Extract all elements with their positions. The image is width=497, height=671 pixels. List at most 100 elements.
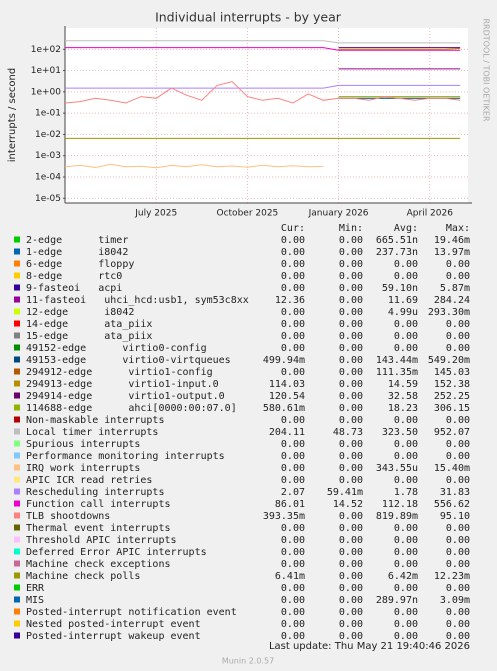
legend-stat: 293.30m bbox=[428, 307, 470, 318]
legend-stat: 323.50 bbox=[382, 427, 418, 438]
y-tick-label: 1e+01 bbox=[31, 66, 61, 76]
legend-stat: 0.00 bbox=[446, 271, 470, 282]
legend-swatch bbox=[14, 320, 20, 327]
legend-swatch bbox=[14, 392, 20, 399]
legend-stat: 0.00 bbox=[446, 475, 470, 486]
legend-stat: 0.00 bbox=[446, 535, 470, 546]
legend-stat: 0.00 bbox=[281, 451, 305, 462]
legend-entry: Nested posted-interrupt event bbox=[26, 619, 201, 630]
y-tick-label: 1e-04 bbox=[35, 172, 61, 182]
legend-stat: 0.00 bbox=[394, 607, 418, 618]
legend-stat: 48.73 bbox=[333, 427, 363, 438]
legend-stat: 819.89m bbox=[376, 511, 418, 522]
legend-stat: 0.00 bbox=[339, 595, 363, 606]
legend-stat: 0.00 bbox=[339, 271, 363, 282]
legend-stat: 6.41m bbox=[275, 571, 305, 582]
legend-entry: Spurious interrupts bbox=[26, 439, 140, 450]
legend-swatch bbox=[14, 272, 20, 279]
legend-swatch bbox=[14, 296, 20, 303]
legend-entry: 114688-edge ahci[0000:00:07.0] bbox=[26, 403, 237, 414]
legend-stat: 0.00 bbox=[339, 439, 363, 450]
legend-entry: TLB shootdowns bbox=[26, 511, 110, 522]
legend-stat: 0.00 bbox=[446, 319, 470, 330]
legend-stat: 0.00 bbox=[446, 439, 470, 450]
legend-entry: 14-edge ata_piix bbox=[26, 319, 152, 330]
legend-stat: 0.00 bbox=[281, 307, 305, 318]
legend-entry: MIS bbox=[26, 595, 44, 606]
legend-stat: 14.52 bbox=[333, 499, 363, 510]
legend-stat: 0.00 bbox=[394, 343, 418, 354]
series-line bbox=[338, 47, 461, 50]
legend-entry: 12-edge i8042 bbox=[26, 307, 134, 318]
legend-stat: 0.00 bbox=[394, 475, 418, 486]
legend-entry: 294912-edge virtio1-config bbox=[26, 367, 213, 378]
legend-stat: 143.44m bbox=[376, 355, 418, 366]
legend-swatch bbox=[14, 428, 20, 435]
legend-stat: 252.25 bbox=[434, 391, 470, 402]
legend-stat: 14.59 bbox=[388, 379, 418, 390]
legend-stat: 1.78 bbox=[394, 487, 418, 498]
legend-entry: Deferred Error APIC interrupts bbox=[26, 547, 207, 558]
legend-stat: 120.54 bbox=[269, 391, 305, 402]
legend-stat: 665.51n bbox=[376, 235, 418, 246]
legend-stat: 0.00 bbox=[281, 463, 305, 474]
legend-stat: 0.00 bbox=[281, 367, 305, 378]
legend-stat: 0.00 bbox=[446, 259, 470, 270]
legend-stat: 0.00 bbox=[446, 547, 470, 558]
legend-entry: APIC ICR read retries bbox=[26, 475, 152, 486]
legend-entry: Posted-interrupt notification event bbox=[26, 607, 237, 618]
legend-stat: 0.00 bbox=[339, 523, 363, 534]
legend-swatch bbox=[14, 368, 20, 375]
legend-stat: 31.83 bbox=[440, 487, 470, 498]
legend-stat: 0.00 bbox=[446, 619, 470, 630]
legend-stat: 0.00 bbox=[339, 343, 363, 354]
legend-entry: 9-fasteoi acpi bbox=[26, 283, 122, 294]
legend-stat: 5.87m bbox=[440, 283, 470, 294]
legend-stat: 0.00 bbox=[446, 607, 470, 618]
legend-stat: 0.00 bbox=[339, 283, 363, 294]
legend-stat: 0.00 bbox=[339, 403, 363, 414]
legend-stat: 0.00 bbox=[446, 583, 470, 594]
legend-stat: 0.00 bbox=[281, 235, 305, 246]
legend-swatch bbox=[14, 536, 20, 543]
legend-stat: 499.94m bbox=[263, 355, 305, 366]
legend-entry: Performance monitoring interrupts bbox=[26, 451, 225, 462]
legend-stat: 0.00 bbox=[394, 631, 418, 642]
legend-entry: IRQ work interrupts bbox=[26, 463, 140, 474]
legend-header: Cur: bbox=[281, 223, 305, 234]
legend-stat: 0.00 bbox=[339, 331, 363, 342]
x-tick-label: July 2025 bbox=[134, 209, 177, 219]
legend-stat: 18.23 bbox=[388, 403, 418, 414]
legend-stat: 0.00 bbox=[339, 571, 363, 582]
legend-stat: 204.11 bbox=[269, 427, 305, 438]
legend-stat: 0.00 bbox=[281, 247, 305, 258]
x-tick-label: January 2026 bbox=[308, 209, 369, 219]
legend-entry: 15-edge ata_piix bbox=[26, 331, 152, 342]
legend-stat: 0.00 bbox=[394, 619, 418, 630]
legend-swatch bbox=[14, 260, 20, 267]
legend-stat: 32.58 bbox=[388, 391, 418, 402]
legend-stat: 19.46m bbox=[434, 235, 470, 246]
legend-stat: 0.00 bbox=[339, 247, 363, 258]
legend-stat: 111.35m bbox=[376, 367, 418, 378]
legend-stat: 0.00 bbox=[281, 631, 305, 642]
legend-stat: 580.61m bbox=[263, 403, 305, 414]
legend-swatch bbox=[14, 464, 20, 471]
version: Munin 2.0.57 bbox=[222, 657, 274, 666]
legend-stat: 4.99u bbox=[388, 307, 418, 318]
legend-entry: Machine check exceptions bbox=[26, 559, 171, 570]
legend-swatch bbox=[14, 512, 20, 519]
legend-swatch bbox=[14, 620, 20, 627]
legend-entry: 2-edge timer bbox=[26, 235, 128, 246]
legend-swatch bbox=[14, 284, 20, 291]
legend-stat: 59.10n bbox=[382, 283, 418, 294]
legend-stat: 0.00 bbox=[339, 379, 363, 390]
legend-stat: 0.00 bbox=[281, 271, 305, 282]
legend-stat: 556.62 bbox=[434, 499, 470, 510]
legend-stat: 0.00 bbox=[394, 583, 418, 594]
legend-swatch bbox=[14, 248, 20, 255]
legend-stat: 0.00 bbox=[394, 523, 418, 534]
chart-title: Individual interrupts - by year bbox=[155, 10, 342, 25]
legend-stat: 284.24 bbox=[434, 295, 470, 306]
